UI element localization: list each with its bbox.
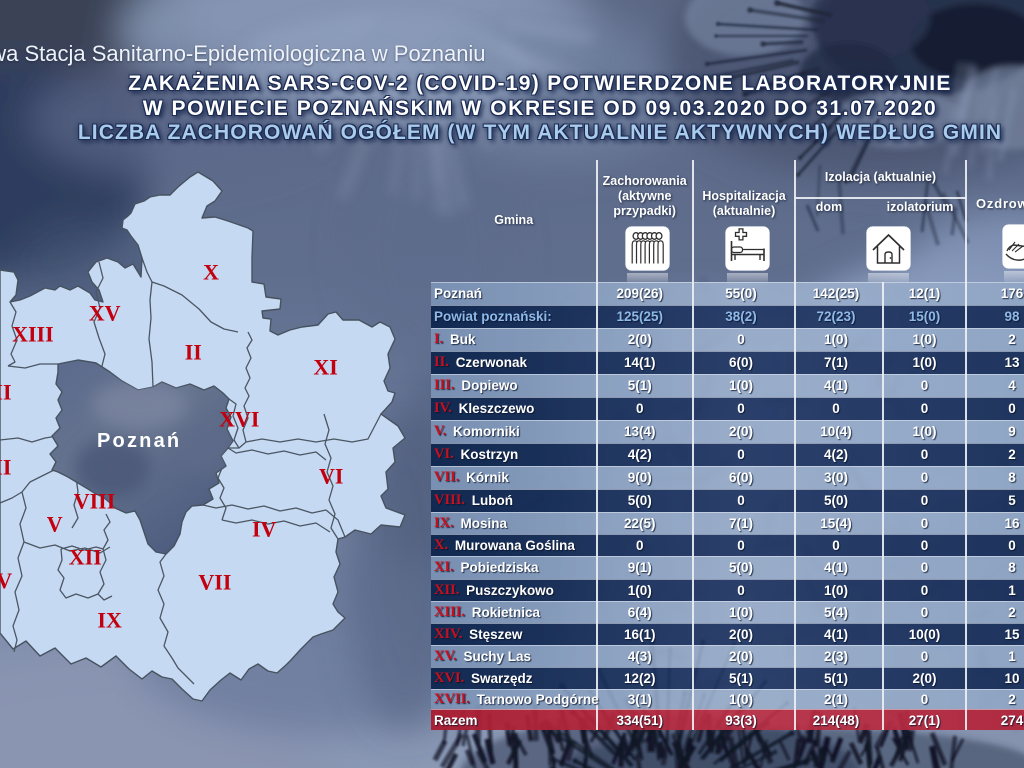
svg-text:Poznań: Poznań xyxy=(97,430,181,452)
svg-text:XV: XV xyxy=(89,300,121,325)
svg-text:XIII: XIII xyxy=(12,321,54,346)
svg-text:XIV: XIV xyxy=(0,568,12,593)
svg-text:XVI: XVI xyxy=(219,406,259,431)
svg-text:III: III xyxy=(0,454,11,479)
svg-text:IV: IV xyxy=(252,516,277,541)
svg-text:XII: XII xyxy=(69,544,102,569)
svg-text:VI: VI xyxy=(319,463,343,488)
svg-text:VIII: VIII xyxy=(74,488,116,513)
svg-text:XI: XI xyxy=(313,354,337,379)
svg-text:II: II xyxy=(185,339,202,364)
svg-text:VII: VII xyxy=(198,569,231,594)
svg-text:IX: IX xyxy=(97,607,122,632)
svg-text:XVII: XVII xyxy=(0,379,12,404)
svg-text:X: X xyxy=(203,259,219,284)
svg-text:V: V xyxy=(47,511,63,536)
